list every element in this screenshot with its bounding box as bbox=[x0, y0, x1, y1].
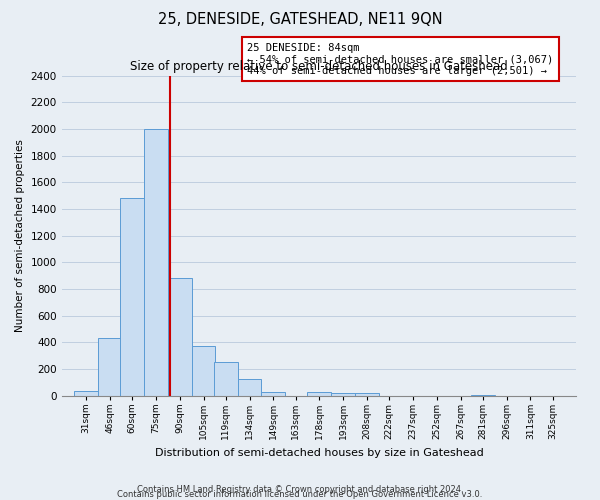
Bar bbox=[191, 346, 215, 396]
Text: 25, DENESIDE, GATESHEAD, NE11 9QN: 25, DENESIDE, GATESHEAD, NE11 9QN bbox=[158, 12, 442, 28]
Bar bbox=[98, 338, 122, 396]
Text: 25 DENESIDE: 84sqm
← 54% of semi-detached houses are smaller (3,067)
44% of semi: 25 DENESIDE: 84sqm ← 54% of semi-detache… bbox=[247, 42, 554, 76]
Bar bbox=[262, 392, 285, 396]
Bar bbox=[120, 198, 144, 396]
Text: Contains HM Land Registry data © Crown copyright and database right 2024.: Contains HM Land Registry data © Crown c… bbox=[137, 485, 463, 494]
Bar bbox=[144, 129, 168, 396]
Title: Size of property relative to semi-detached houses in Gateshead: Size of property relative to semi-detach… bbox=[130, 60, 508, 73]
Y-axis label: Number of semi-detached properties: Number of semi-detached properties bbox=[15, 140, 25, 332]
Bar bbox=[355, 393, 379, 396]
Bar bbox=[331, 392, 355, 396]
Bar bbox=[471, 394, 494, 396]
Bar bbox=[307, 392, 331, 396]
Text: Contains public sector information licensed under the Open Government Licence v3: Contains public sector information licen… bbox=[118, 490, 482, 499]
Bar bbox=[74, 390, 98, 396]
Bar bbox=[238, 379, 262, 396]
Bar bbox=[214, 362, 238, 396]
X-axis label: Distribution of semi-detached houses by size in Gateshead: Distribution of semi-detached houses by … bbox=[155, 448, 484, 458]
Bar bbox=[168, 278, 191, 396]
